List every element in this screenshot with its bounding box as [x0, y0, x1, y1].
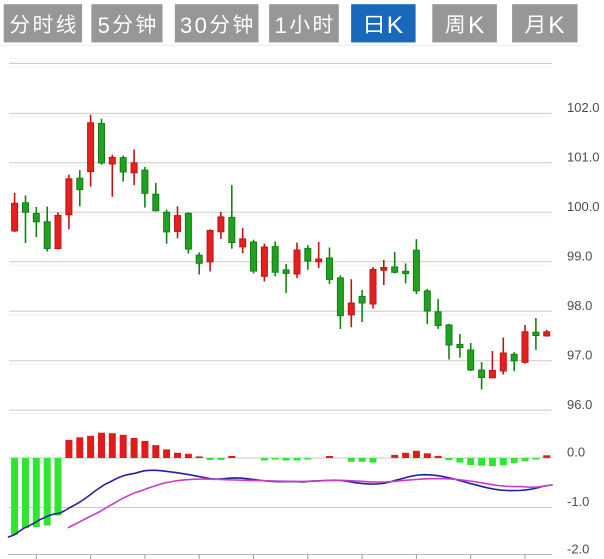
svg-text:0.0: 0.0: [567, 445, 585, 460]
svg-text:98.0: 98.0: [567, 298, 592, 313]
svg-text:102.0: 102.0: [567, 100, 600, 115]
svg-text:5: 5: [98, 13, 110, 38]
svg-text:100.0: 100.0: [567, 199, 600, 214]
svg-text:1: 1: [275, 13, 287, 38]
svg-text:96.0: 96.0: [567, 397, 592, 412]
svg-text:-2.0: -2.0: [567, 542, 589, 557]
svg-text:K: K: [548, 12, 565, 39]
svg-text:-1.0: -1.0: [567, 494, 589, 509]
svg-text:0: 0: [195, 13, 207, 38]
svg-text:99.0: 99.0: [567, 249, 592, 264]
svg-text:101.0: 101.0: [567, 150, 600, 165]
svg-text:K: K: [387, 12, 404, 39]
svg-text:K: K: [468, 12, 485, 39]
svg-text:3: 3: [180, 13, 192, 38]
svg-text:97.0: 97.0: [567, 347, 592, 362]
